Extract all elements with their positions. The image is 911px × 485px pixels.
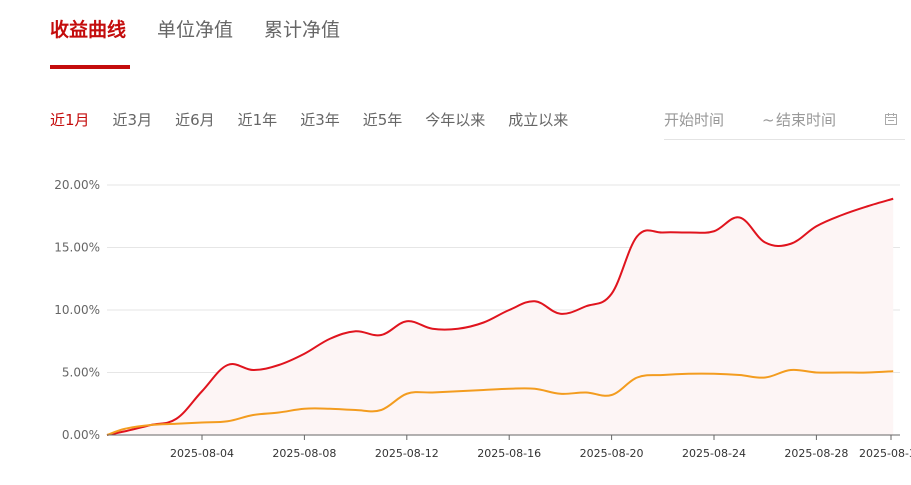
- start-date-input[interactable]: [664, 109, 754, 131]
- x-tick-label: 2025-08-04: [170, 447, 234, 460]
- x-tick-label: 2025-08-20: [580, 447, 644, 460]
- end-date-input[interactable]: [776, 109, 866, 131]
- y-tick-label: 10.00%: [54, 303, 100, 317]
- series-area-fill: [107, 198, 894, 435]
- date-separator: ~: [762, 111, 775, 129]
- benchmark-return-line: [106, 368, 894, 436]
- period-1y[interactable]: 近1年: [237, 111, 278, 129]
- period-since-inception[interactable]: 成立以来: [508, 111, 569, 129]
- active-tab-indicator: [50, 65, 130, 69]
- y-tick-label: 5.00%: [62, 366, 100, 380]
- x-tick-label: 2025-08-28: [784, 447, 848, 460]
- x-tick-label: 2025-08-24: [682, 447, 746, 460]
- y-tick-label: 20.00%: [54, 178, 100, 192]
- y-tick-label: 15.00%: [54, 241, 100, 255]
- period-6m[interactable]: 近6月: [175, 111, 215, 129]
- fund-return-line: [106, 197, 894, 436]
- x-tick-label: 2025-08-12: [375, 447, 439, 460]
- period-5y[interactable]: 近5年: [362, 111, 403, 129]
- chart-type-tabs: 收益曲线 单位净值 累计净值: [50, 16, 340, 44]
- x-tick-label: 2025-08-08: [272, 447, 336, 460]
- period-ytd[interactable]: 今年以来: [425, 111, 486, 129]
- return-chart: 0.00% 5.00% 10.00% 15.00% 20.00% 2025-08-04 20…: [54, 178, 911, 460]
- x-tick-label: 2025-08-31: [859, 447, 911, 460]
- tab-unit-nav[interactable]: 单位净值: [157, 19, 234, 41]
- date-range-picker[interactable]: ~: [664, 109, 905, 140]
- period-1m[interactable]: 近1月: [50, 111, 90, 129]
- period-3y[interactable]: 近3年: [300, 111, 340, 129]
- period-3m[interactable]: 近3月: [112, 111, 153, 129]
- period-tabs: 近1月 近3月 近6月 近1年 近3年 近5年 今年以来 成立以来: [50, 109, 591, 131]
- tab-return-curve[interactable]: 收益曲线: [50, 19, 127, 41]
- y-tick-label: 0.00%: [62, 428, 100, 442]
- x-tick-label: 2025-08-16: [477, 447, 541, 460]
- tab-cumulative-nav[interactable]: 累计净值: [264, 19, 341, 41]
- calendar-icon[interactable]: [884, 112, 898, 126]
